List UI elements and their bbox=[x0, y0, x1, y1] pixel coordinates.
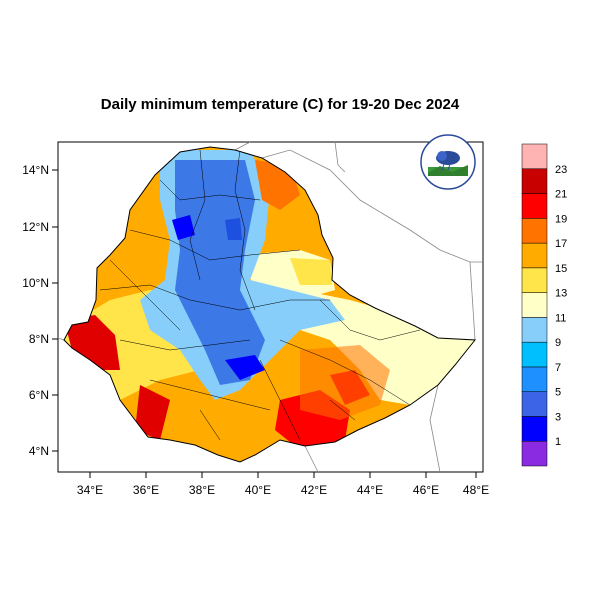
lon-label: 34°E bbox=[77, 483, 103, 497]
axis-ticks bbox=[52, 169, 477, 478]
legend-label: 5 bbox=[555, 387, 561, 399]
lon-label: 36°E bbox=[133, 483, 159, 497]
agency-logo-icon bbox=[420, 134, 476, 190]
map-title: Daily minimum temperature (C) for 19-20 … bbox=[100, 96, 460, 113]
legend-swatch bbox=[521, 168, 548, 194]
legend-label: 11 bbox=[555, 312, 566, 324]
legend-swatch bbox=[521, 218, 548, 244]
admin-boundaries bbox=[99, 149, 421, 441]
lon-label: 46°E bbox=[413, 483, 439, 497]
lon-label: 42°E bbox=[301, 483, 327, 497]
lat-label: 12°N bbox=[22, 220, 49, 234]
legend-swatch bbox=[521, 317, 548, 343]
legend-label: 23 bbox=[555, 164, 567, 176]
legend-label: 15 bbox=[555, 263, 567, 275]
legend-swatch bbox=[521, 292, 548, 318]
ethiopia-outline bbox=[63, 146, 476, 463]
legend-swatch bbox=[521, 341, 548, 368]
legend-swatch bbox=[521, 267, 548, 293]
legend-swatch bbox=[521, 242, 548, 269]
legend-label: 21 bbox=[555, 189, 567, 201]
legend-swatch bbox=[521, 193, 548, 219]
legend-label: 9 bbox=[555, 337, 561, 349]
legend-label: 1 bbox=[555, 436, 561, 448]
legend-label: 17 bbox=[555, 238, 567, 250]
lat-label: 4°N bbox=[29, 444, 49, 458]
legend-swatch bbox=[521, 416, 548, 442]
legend-label: 3 bbox=[555, 411, 561, 423]
lat-label: 10°N bbox=[22, 276, 49, 290]
lat-label: 8°N bbox=[29, 332, 49, 346]
legend-label: 7 bbox=[555, 362, 561, 374]
legend-label: 13 bbox=[555, 288, 567, 300]
lon-label: 40°E bbox=[245, 483, 271, 497]
lon-label: 38°E bbox=[189, 483, 215, 497]
neighbor-borders bbox=[57, 141, 483, 473]
legend-swatch bbox=[521, 366, 548, 392]
legend-swatch bbox=[521, 440, 548, 467]
lat-label: 14°N bbox=[22, 163, 49, 177]
lon-label: 44°E bbox=[357, 483, 383, 497]
lat-label: 6°N bbox=[29, 388, 49, 402]
legend-swatch bbox=[521, 143, 548, 170]
legend-swatch bbox=[521, 391, 548, 417]
lon-label: 48°E bbox=[463, 483, 489, 497]
legend-label: 19 bbox=[555, 213, 567, 225]
